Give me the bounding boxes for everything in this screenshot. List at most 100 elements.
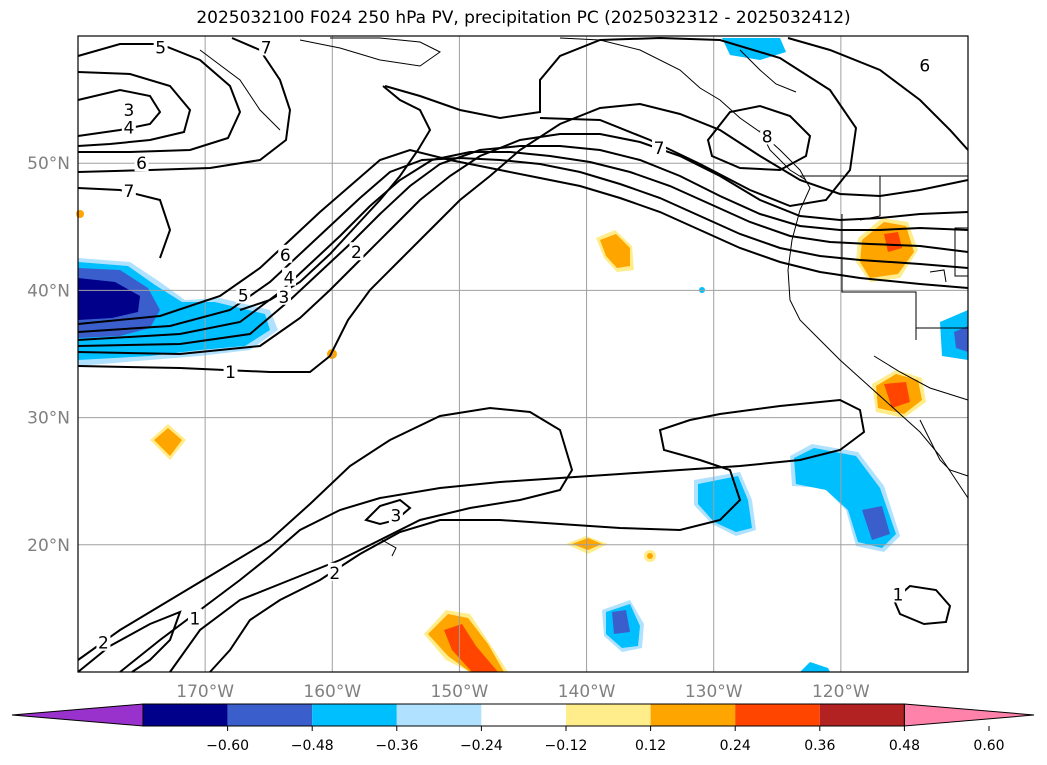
colorbar-segment (227, 704, 313, 726)
coastlines (199, 37, 969, 557)
lon-label: 120°W (812, 682, 870, 702)
contour-label-bg (276, 286, 291, 305)
colorbar-tick-label: 0.60 (973, 738, 1004, 754)
contour-label-bg (917, 55, 932, 74)
contour-label: 1 (190, 610, 201, 630)
colorbar-tick-label: 0.24 (720, 738, 751, 754)
contour-label-bg (121, 99, 136, 118)
contour-label-bg (259, 37, 274, 56)
contour-label-bg (652, 137, 667, 156)
contour-1-south (77, 406, 574, 673)
colorbar-extend-min (11, 703, 144, 727)
colorbar-tick-label: 0.36 (804, 738, 835, 754)
contour-label: 7 (654, 139, 665, 159)
colorbar-tick-label: −0.24 (460, 738, 503, 754)
colorbar-segment (566, 704, 651, 726)
contour-label: 5 (155, 38, 166, 58)
contour-label-bg (153, 37, 168, 56)
contour-label-bg (187, 608, 202, 627)
contour-label-bg (134, 153, 149, 172)
contour-label-bg (223, 361, 238, 380)
longitude-labels: 170°W 160°W 150°W 140°W 130°W 120°W (176, 682, 870, 702)
lat-label: 30°N (27, 409, 70, 429)
lon-label: 140°W (558, 682, 616, 702)
colorbar-segment (481, 704, 566, 726)
contour-label: 1 (893, 585, 904, 605)
contour-label: 1 (225, 363, 236, 383)
contour-label-bg (760, 126, 775, 145)
contour-label: 2 (329, 564, 340, 584)
contour-label-bg (327, 562, 342, 581)
contour-label: 8 (762, 127, 773, 147)
contour-label-bg (891, 584, 906, 603)
contour-1-se (892, 584, 952, 626)
contour-label-bg (121, 181, 136, 200)
contour-label: 6 (280, 246, 291, 266)
contour-7-ne (384, 36, 858, 208)
contour-6-ne (787, 37, 969, 151)
precipitation-shading (76, 38, 968, 672)
colorbar-segment (312, 704, 397, 726)
colorbar-tick-label: −0.60 (206, 738, 249, 754)
contour-label-bg (282, 267, 297, 286)
colorbar-extend-max (903, 703, 1035, 727)
colorbar-segment (819, 704, 905, 726)
map-title: 2025032100 F024 250 hPa PV, precipitatio… (196, 8, 851, 28)
contour-jet-6 (77, 148, 969, 325)
precip-blob-west-navy (78, 278, 140, 320)
contour-5-nw (77, 43, 242, 153)
latitude-labels: 50°N 40°N 30°N 20°N (27, 154, 70, 556)
colorbar-tick-label: −0.12 (545, 738, 588, 754)
contour-jet-3 (77, 145, 969, 347)
precip-dot-4 (76, 210, 84, 218)
colorbar-segment (396, 704, 482, 726)
contour-8-ne (706, 104, 812, 172)
contour-2-south (119, 398, 866, 673)
contour-label-bg (236, 285, 251, 304)
precip-blob-pos1 (600, 234, 630, 268)
contour-2-sw (77, 610, 182, 673)
colorbar-segment (650, 704, 736, 726)
contour-jet-1 (77, 102, 969, 373)
precip-blob-131w (698, 476, 752, 532)
precip-blob-117w-blue (862, 506, 890, 540)
contour-3-nw (77, 88, 162, 137)
lon-label: 160°W (303, 682, 361, 702)
map-frame (77, 35, 969, 673)
colorbar-tick-label: 0.48 (889, 738, 920, 754)
contour-label-bg (388, 505, 403, 524)
lon-label: 150°W (431, 682, 489, 702)
lat-label: 40°N (27, 281, 70, 301)
contour-label-bg (96, 632, 111, 651)
lat-label: 20°N (27, 536, 70, 556)
contour-label-bg (349, 242, 364, 261)
precip-blob-oregon (860, 222, 914, 278)
contour-4-nw (77, 71, 192, 147)
precip-blob-151w-red (444, 624, 498, 672)
colorbar-segment (143, 704, 228, 726)
contour-label: 7 (123, 182, 134, 202)
contour-jet-2 (77, 133, 969, 356)
contour-label-bg (121, 117, 136, 136)
lat-label: 50°N (27, 154, 70, 174)
precip-blob-socal-red (884, 382, 910, 408)
contour-label-bg (278, 244, 293, 263)
colorbar-outline (142, 703, 905, 727)
lon-label: 170°W (176, 682, 234, 702)
contour-label: 2 (98, 634, 109, 654)
contour-label: 6 (919, 56, 930, 76)
precip-dot-2-core (647, 553, 653, 559)
contour-label: 3 (123, 101, 134, 121)
contour-label: 4 (123, 119, 134, 139)
contour-3-south (364, 498, 412, 526)
contour-7-west (77, 187, 172, 259)
lon-label: 130°W (685, 682, 743, 702)
contour-label: 3 (390, 507, 401, 527)
contour-label: 5 (238, 286, 249, 306)
precip-blob-169w (154, 428, 182, 456)
contour-label: 3 (279, 288, 290, 308)
contour-label: 7 (261, 38, 272, 58)
precip-blob-east-edge-blue (954, 326, 968, 352)
